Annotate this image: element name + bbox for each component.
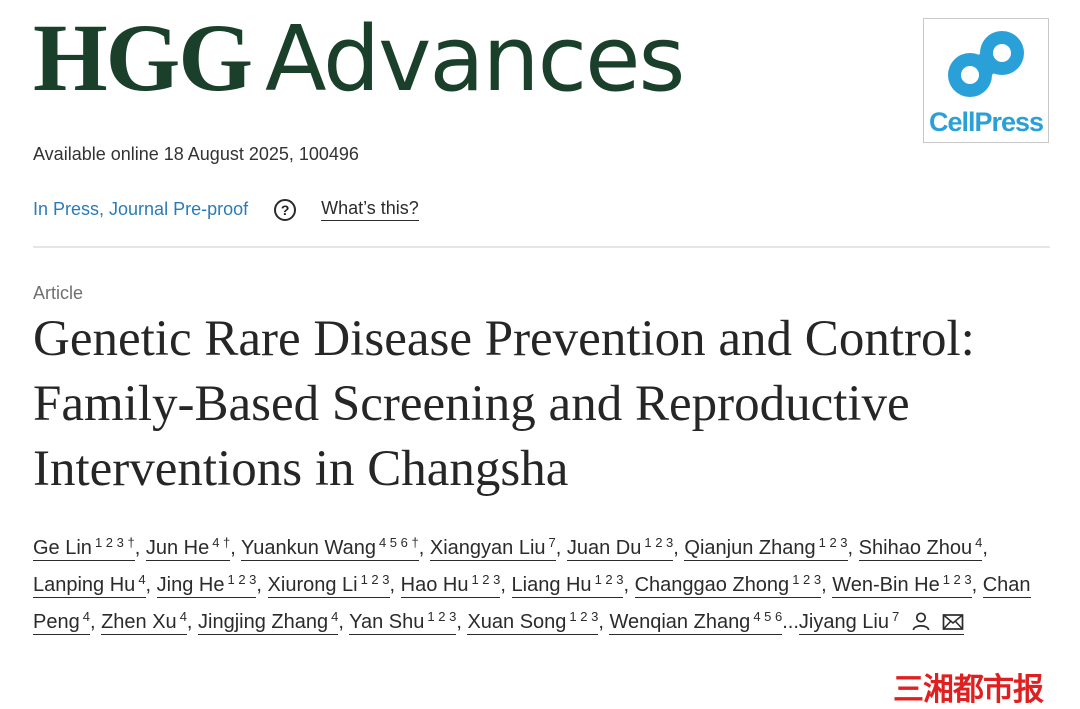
- divider: [33, 246, 1050, 248]
- author-link[interactable]: Chan Peng 4: [33, 574, 1031, 635]
- journal-title[interactable]: HGG Advances: [33, 10, 685, 106]
- author-link[interactable]: Wen-Bin He 1 2 3: [832, 572, 972, 598]
- journal-preproof-link[interactable]: In Press, Journal Pre-proof: [33, 199, 249, 219]
- author-link[interactable]: Lanping Hu 4: [33, 572, 146, 598]
- author-link[interactable]: Jing He 1 2 3: [156, 572, 257, 598]
- journal-title-advances: Advances: [265, 7, 685, 112]
- author-link[interactable]: Wenqian Zhang 4 5 6: [609, 609, 783, 635]
- cellpress-logo-text: CellPress: [928, 107, 1044, 137]
- authors-ellipsis: ...: [782, 611, 799, 633]
- author-link[interactable]: Jun He 4 †: [145, 535, 231, 561]
- person-icon: [912, 612, 930, 631]
- question-circle-icon[interactable]: ?: [274, 198, 297, 221]
- status-row: In Press, Journal Pre-proof ? What’s thi…: [33, 198, 419, 221]
- author-link[interactable]: Liang Hu 1 2 3: [511, 572, 624, 598]
- author-link[interactable]: Xiurong Li 1 2 3: [267, 572, 390, 598]
- author-link[interactable]: Hao Hu 1 2 3: [400, 572, 501, 598]
- author-link[interactable]: Yan Shu 1 2 3: [349, 609, 457, 635]
- author-link[interactable]: Jingjing Zhang 4: [198, 609, 339, 635]
- article-title: Genetic Rare Disease Prevention and Cont…: [33, 311, 975, 497]
- whats-this-link[interactable]: What’s this?: [321, 198, 419, 221]
- author-link[interactable]: Ge Lin 1 2 3 †: [33, 535, 135, 561]
- newspaper-watermark: 三湘都市报: [893, 672, 1044, 708]
- journal-title-hgg: HGG: [33, 4, 253, 111]
- cellpress-logo[interactable]: CellPress: [923, 18, 1049, 143]
- availability-line: Available online 18 August 2025, 100496: [33, 144, 359, 164]
- author-link[interactable]: Changgao Zhong 1 2 3: [634, 572, 822, 598]
- author-link[interactable]: Qianjun Zhang 1 2 3: [684, 535, 848, 561]
- envelope-icon: [942, 614, 964, 630]
- author-link[interactable]: Xiangyan Liu 7: [429, 535, 556, 561]
- author-link[interactable]: Xuan Song 1 2 3: [467, 609, 599, 635]
- article-type: Article: [33, 283, 84, 303]
- author-link[interactable]: Zhen Xu 4: [101, 609, 187, 635]
- cellpress-logo-mark: [948, 31, 1024, 97]
- author-link[interactable]: Juan Du 1 2 3: [566, 535, 674, 561]
- author-link[interactable]: Yuankun Wang 4 5 6 †: [241, 535, 419, 561]
- author-list: Ge Lin 1 2 3 †, Jun He 4 †, Yuankun Wang 4 …: [33, 535, 1031, 635]
- author-link[interactable]: Shihao Zhou 4: [858, 535, 983, 561]
- author-link-corresponding[interactable]: Jiyang Liu 7: [798, 610, 965, 635]
